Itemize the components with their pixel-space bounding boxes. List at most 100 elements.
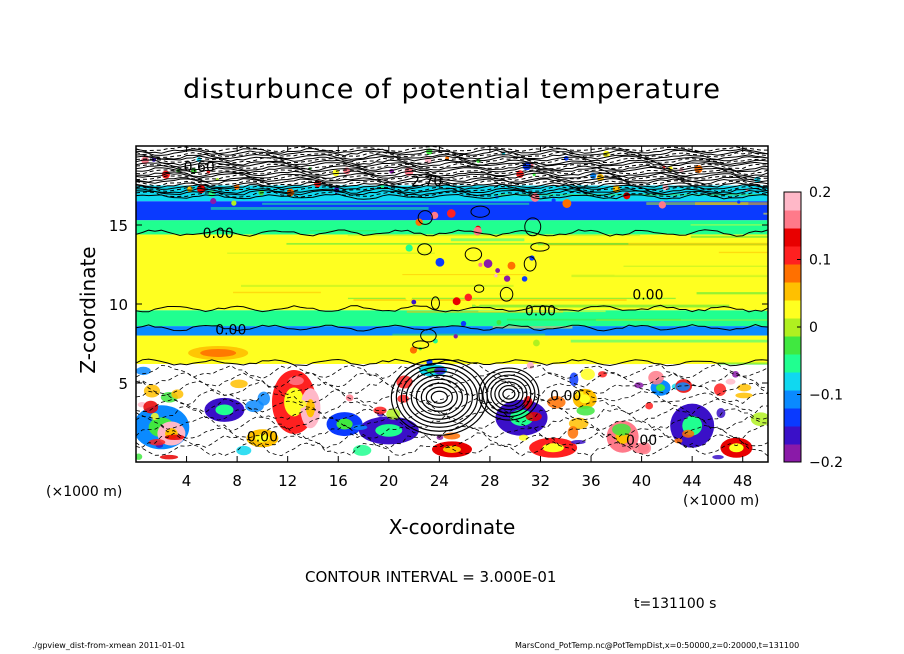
x-tick-label: 48 [733, 472, 752, 490]
turbulence-speck [735, 392, 753, 399]
upper-speck [737, 200, 741, 204]
contour-line [136, 372, 768, 388]
x-unit-right: (×1000 m) [683, 493, 760, 509]
plume-contour [523, 256, 537, 272]
contour-line [136, 176, 768, 183]
turbulence-speck [164, 434, 185, 441]
colorbar-tick-label: 0.1 [809, 253, 831, 269]
turbulence-speck [436, 435, 444, 441]
plume-speck [405, 244, 413, 252]
band-streak [344, 269, 645, 272]
colorbar-segment [784, 372, 801, 391]
band-streak [717, 362, 768, 365]
contour-line [136, 424, 768, 441]
turbulence-speck [567, 426, 579, 439]
turbulence-blob-core [375, 424, 403, 437]
convective-contour [410, 374, 468, 420]
colorbar-segment [784, 408, 801, 427]
contour-line [136, 187, 768, 194]
plume-contour [499, 286, 514, 302]
contour-line [136, 304, 768, 313]
turbulence-speck [518, 434, 529, 441]
contour-line [136, 181, 768, 189]
band-streak [696, 292, 768, 295]
x-tick-label: 12 [278, 472, 297, 490]
turbulence-speck [737, 383, 752, 392]
band-streak [402, 274, 527, 276]
band-3 [136, 220, 768, 235]
x-tick-label: 24 [430, 472, 449, 490]
contour-line [136, 323, 768, 332]
band-streak [542, 242, 768, 246]
contour-line [136, 191, 768, 198]
band-streak [262, 202, 530, 205]
contour-label: 0.00 [550, 389, 581, 405]
plume-speck [415, 218, 423, 226]
contour-label: 0.00 [632, 288, 663, 304]
contour-label: 0.00 [247, 430, 278, 446]
plume-speck [496, 319, 502, 325]
colorbar-segment [784, 264, 801, 283]
band-streak [506, 318, 681, 321]
plume-speck [446, 209, 456, 218]
plume-contour [430, 296, 440, 310]
contour-line [136, 157, 768, 164]
contour-line [136, 161, 768, 168]
turbulence-blob-core [579, 394, 591, 404]
colorbar-segment [784, 318, 801, 337]
band-4 [136, 234, 768, 311]
plume-speck [478, 262, 483, 267]
plume-speck [430, 211, 439, 220]
upper-speck [210, 198, 217, 205]
turbulence-speck [725, 378, 736, 385]
y-tick-label: 15 [109, 217, 128, 235]
plume-contour [470, 205, 490, 218]
upper-speck [551, 198, 556, 203]
band-streak [492, 326, 573, 329]
plume-speck [533, 339, 540, 347]
turbulence-blob-core [542, 443, 564, 453]
plume-contour [524, 217, 542, 237]
contour-label: 0.00 [215, 322, 246, 338]
turbulence-speck [373, 406, 387, 415]
band-streak [286, 242, 629, 245]
turbulence-blob-core [215, 404, 234, 416]
plume-speck [495, 268, 501, 273]
contour-interval: CONTOUR INTERVAL = 3.000E-01 [305, 568, 557, 586]
turbulence-speck [230, 379, 248, 389]
band-streak [614, 274, 768, 276]
contour-line [136, 388, 768, 406]
chart-title: disturbunce of potential temperature [183, 74, 721, 105]
band-streak [392, 333, 546, 336]
plume-speck [503, 275, 511, 282]
convective-contour [420, 382, 458, 412]
turbulence-speck [682, 429, 695, 438]
turbulence-speck [352, 444, 372, 456]
contour-line [136, 172, 768, 179]
plume-contour [420, 328, 437, 343]
colorbar-segment [784, 192, 801, 211]
turbulence-blob-core [255, 434, 270, 443]
colorbar-segment [784, 354, 801, 373]
y-axis-label: Z-coordinate [76, 246, 100, 374]
contour-line [136, 193, 768, 200]
colorbar-segment [784, 390, 801, 409]
band-streak [353, 298, 627, 301]
turbulence-speck [638, 442, 652, 455]
convective-contour [415, 378, 463, 416]
contour-line [136, 414, 768, 432]
turbulence-speck [569, 372, 579, 386]
footer-right: MarsCond_PotTemp.nc@PotTempDist,x=0:5000… [515, 641, 800, 650]
contour-line [136, 178, 768, 185]
plume-speck [473, 226, 482, 236]
contour-line [136, 151, 768, 158]
turbulence-speck [143, 384, 161, 398]
x-unit-left: (×1000 m) [46, 484, 123, 500]
turbulence-speck [645, 402, 654, 410]
convective-contour [478, 367, 540, 421]
upper-speck [231, 200, 237, 206]
plume-contour [530, 242, 550, 252]
x-tick-label: 16 [329, 472, 348, 490]
convective-contour [482, 370, 536, 418]
plume-contour [417, 210, 433, 225]
